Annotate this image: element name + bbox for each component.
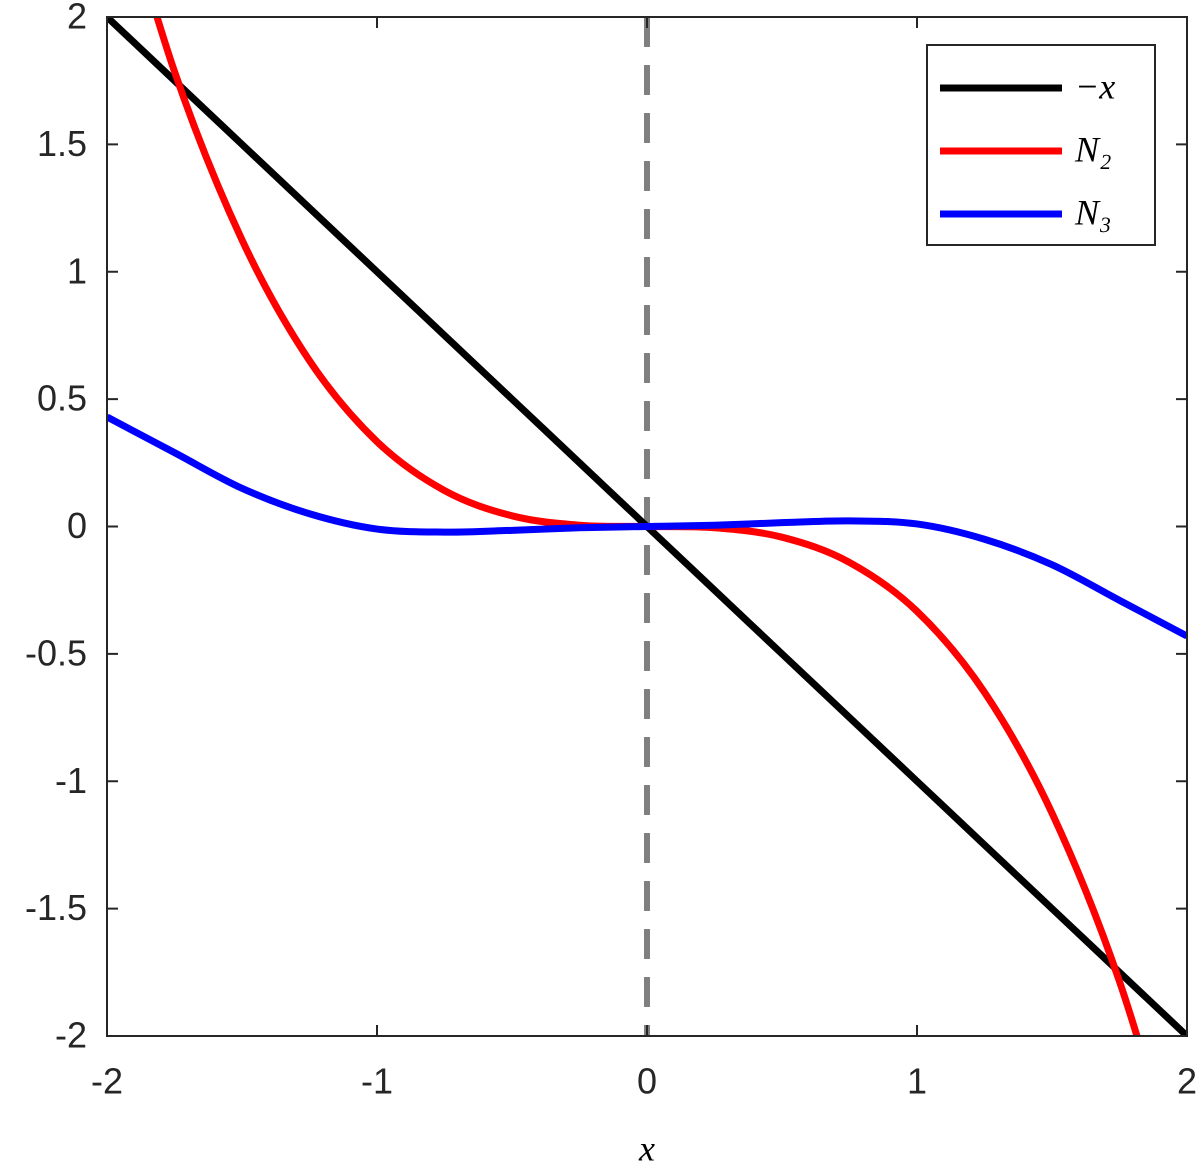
line-series: [107, 413, 1187, 640]
plot-area: [107, 17, 1187, 1036]
y-tick-label: -1: [55, 760, 87, 801]
x-tick-label: -2: [91, 1061, 123, 1102]
legend-label: N₂: [1074, 129, 1112, 169]
y-tick-label: 2: [67, 0, 87, 37]
x-tick-label: 0: [637, 1061, 657, 1102]
y-tick-label: 0.5: [37, 378, 87, 419]
y-tick-label: 0: [67, 505, 87, 546]
x-tick-label: 2: [1177, 1061, 1197, 1102]
x-tick-label: 1: [907, 1061, 927, 1102]
legend-label: N₃: [1074, 192, 1112, 232]
x-tick-label: -1: [361, 1061, 393, 1102]
y-tick-label: 1.5: [37, 123, 87, 164]
legend-label: −x: [1075, 66, 1115, 106]
y-tick-label: -1.5: [25, 887, 87, 928]
x-axis-label: x: [638, 1128, 655, 1168]
y-tick-label: -0.5: [25, 632, 87, 673]
y-tick-label: 1: [67, 250, 87, 291]
y-tick-label: -2: [55, 1015, 87, 1056]
legend: −x N₂ N₃: [926, 44, 1156, 246]
